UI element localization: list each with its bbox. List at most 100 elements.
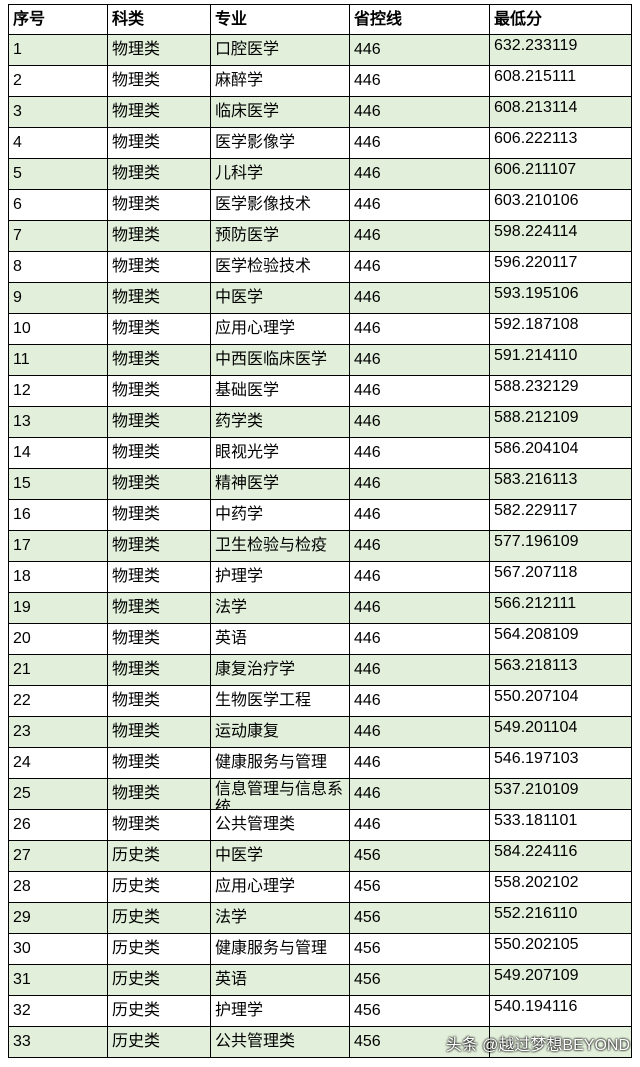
- table-cell: 30: [8, 934, 108, 965]
- table-cell: 物理类: [108, 686, 211, 717]
- table-cell: 540.194116: [490, 996, 632, 1027]
- table-cell: 24: [8, 748, 108, 779]
- table-cell: 446: [350, 128, 490, 159]
- table-cell: 596.220117: [490, 252, 632, 283]
- table-cell: 物理类: [108, 221, 211, 252]
- table-cell: 13: [8, 407, 108, 438]
- table-cell: 20: [8, 624, 108, 655]
- table-cell: 446: [350, 283, 490, 314]
- table-cell: 医学影像学: [211, 128, 350, 159]
- table-cell: 446: [350, 748, 490, 779]
- table-cell: 606.222113: [490, 128, 632, 159]
- table-cell: 物理类: [108, 779, 211, 810]
- table-cell: 632.233119: [490, 35, 632, 66]
- table-cell: 护理学: [211, 562, 350, 593]
- table-cell: 25: [8, 779, 108, 810]
- table-cell: 卫生检验与检疫: [211, 531, 350, 562]
- table-cell: 446: [350, 407, 490, 438]
- table-cell: 26: [8, 810, 108, 841]
- table-cell: 医学检验技术: [211, 252, 350, 283]
- table-cell: 12: [8, 376, 108, 407]
- table-cell: 精神医学: [211, 469, 350, 500]
- table-cell: 中医学: [211, 841, 350, 872]
- table-cell: [490, 1027, 632, 1058]
- table-cell: 4: [8, 128, 108, 159]
- table-cell: 446: [350, 438, 490, 469]
- table-cell: 23: [8, 717, 108, 748]
- table-cell: 7: [8, 221, 108, 252]
- table-cell: 健康服务与管理: [211, 934, 350, 965]
- table-cell: 608.215111: [490, 66, 632, 97]
- table-cell: 15: [8, 469, 108, 500]
- table-cell: 446: [350, 159, 490, 190]
- table-cell: 物理类: [108, 314, 211, 345]
- table-cell: 606.211107: [490, 159, 632, 190]
- table-cell: 中西医临床医学: [211, 345, 350, 376]
- table-cell: 物理类: [108, 35, 211, 66]
- table-cell: 法学: [211, 903, 350, 934]
- table-cell: 603.210106: [490, 190, 632, 221]
- table-cell: 456: [350, 934, 490, 965]
- table-cell: 446: [350, 35, 490, 66]
- table-cell: 物理类: [108, 345, 211, 376]
- table-cell: 446: [350, 779, 490, 810]
- table-cell: 物理类: [108, 438, 211, 469]
- table-cell: 558.202102: [490, 872, 632, 903]
- table-cell: 物理类: [108, 66, 211, 97]
- header-cell: 序号: [8, 4, 108, 35]
- table-cell: 应用心理学: [211, 314, 350, 345]
- table-cell: 533.181101: [490, 810, 632, 841]
- table-cell: 446: [350, 655, 490, 686]
- table-cell: 456: [350, 965, 490, 996]
- table-cell: 550.202105: [490, 934, 632, 965]
- table-cell: 446: [350, 686, 490, 717]
- table-cell: 英语: [211, 624, 350, 655]
- table-cell: 历史类: [108, 934, 211, 965]
- table-cell: 基础医学: [211, 376, 350, 407]
- table-cell: 物理类: [108, 283, 211, 314]
- table-cell: 446: [350, 97, 490, 128]
- table-cell: 历史类: [108, 965, 211, 996]
- table-cell: 549.201104: [490, 717, 632, 748]
- table-cell: 运动康复: [211, 717, 350, 748]
- table-cell: 582.229117: [490, 500, 632, 531]
- table-cell: 5: [8, 159, 108, 190]
- header-cell: 科类: [108, 4, 211, 35]
- table-cell: 584.224116: [490, 841, 632, 872]
- table-cell: 信息管理与信息系统: [211, 779, 350, 810]
- table-cell: 567.207118: [490, 562, 632, 593]
- table-cell: 446: [350, 624, 490, 655]
- table-cell: 物理类: [108, 252, 211, 283]
- table-cell: 物理类: [108, 655, 211, 686]
- table-cell: 3: [8, 97, 108, 128]
- table-cell: 446: [350, 314, 490, 345]
- table-cell: 历史类: [108, 872, 211, 903]
- table-cell: 14: [8, 438, 108, 469]
- table-cell: 21: [8, 655, 108, 686]
- table-cell: 公共管理类: [211, 1027, 350, 1058]
- table-cell: 物理类: [108, 159, 211, 190]
- table-cell: 593.195106: [490, 283, 632, 314]
- header-cell: 省控线: [350, 4, 490, 35]
- table-cell: 446: [350, 469, 490, 500]
- table-cell: 588.232129: [490, 376, 632, 407]
- table-cell: 麻醉学: [211, 66, 350, 97]
- table-cell: 549.207109: [490, 965, 632, 996]
- table-cell: 566.212111: [490, 593, 632, 624]
- table-cell: 588.212109: [490, 407, 632, 438]
- table-cell: 16: [8, 500, 108, 531]
- table-cell: 446: [350, 810, 490, 841]
- table-cell: 物理类: [108, 810, 211, 841]
- table-cell: 11: [8, 345, 108, 376]
- table-cell: 中药学: [211, 500, 350, 531]
- table-cell: 物理类: [108, 469, 211, 500]
- table-cell: 物理类: [108, 531, 211, 562]
- table-cell: 456: [350, 841, 490, 872]
- table-cell: 17: [8, 531, 108, 562]
- table-cell: 历史类: [108, 841, 211, 872]
- table-cell: 564.208109: [490, 624, 632, 655]
- table-cell: 456: [350, 1027, 490, 1058]
- header-cell: 专业: [211, 4, 350, 35]
- table-cell: 公共管理类: [211, 810, 350, 841]
